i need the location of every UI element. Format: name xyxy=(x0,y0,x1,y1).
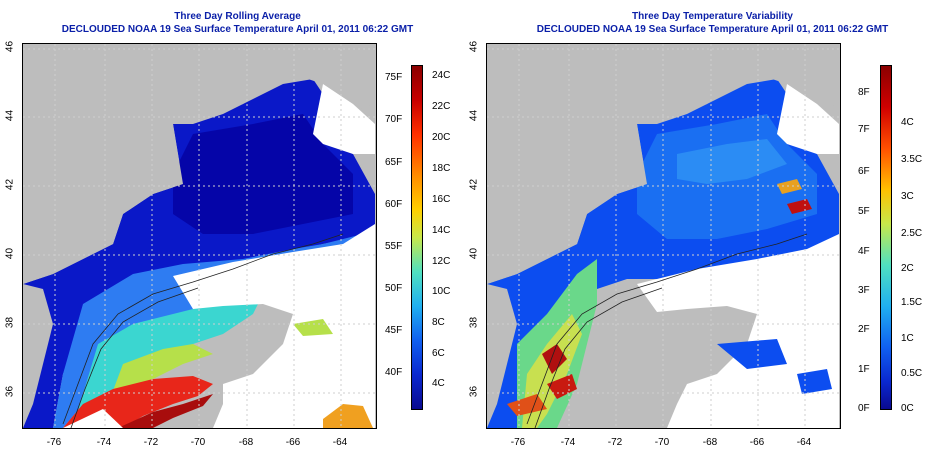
y-tick: 40 xyxy=(4,247,16,260)
y-tick: 38 xyxy=(4,316,16,329)
y-tick: 46 xyxy=(468,40,480,53)
x-tick: -70 xyxy=(654,437,670,448)
x-tick: -72 xyxy=(607,437,623,448)
x-tick: -64 xyxy=(796,437,812,448)
left-map-panel: Three Day Rolling Average DECLOUDED NOAA… xyxy=(4,11,451,448)
right-map-panel: Three Day Temperature Variability DECLOU… xyxy=(469,0,950,475)
colorbar-f-label: 65F xyxy=(385,157,403,168)
colorbar-c-label: 4C xyxy=(432,378,445,389)
temperature-colorbar xyxy=(411,65,423,410)
colorbar-f-label: 4F xyxy=(858,246,870,257)
x-tick: -68 xyxy=(238,437,254,448)
x-tick: -66 xyxy=(285,437,301,448)
colorbar-f-label: 3F xyxy=(858,285,870,296)
y-tick: 44 xyxy=(468,109,480,122)
colorbar-c-label: 12C xyxy=(432,256,451,267)
colorbar-f-label: 70F xyxy=(385,114,403,125)
colorbar-f-label: 5F xyxy=(858,206,870,217)
colorbar-f-label: 7F xyxy=(858,124,870,135)
y-tick: 36 xyxy=(4,385,16,398)
y-tick: 40 xyxy=(468,247,480,260)
right-panel-title: Three Day Temperature Variability xyxy=(632,11,793,22)
colorbar-f-label: 2F xyxy=(858,324,870,335)
y-tick: 46 xyxy=(4,40,16,53)
left-panel-title: Three Day Rolling Average xyxy=(174,11,301,22)
y-tick: 36 xyxy=(468,385,480,398)
right-map-area xyxy=(486,43,841,429)
x-tick: -74 xyxy=(96,437,112,448)
y-tick: 42 xyxy=(468,178,480,191)
colorbar-c-label: 24C xyxy=(432,70,451,81)
left-panel-subtitle: DECLOUDED NOAA 19 Sea Surface Temperatur… xyxy=(61,24,414,35)
colorbar-f-label: 55F xyxy=(385,241,403,252)
left-map-area xyxy=(22,43,377,429)
colorbar-f-label: 0F xyxy=(858,403,870,414)
colorbar-c-label: 22C xyxy=(432,101,451,112)
x-tick: -76 xyxy=(510,437,526,448)
colorbar-c-label: 6C xyxy=(432,348,445,359)
colorbar-c-label: 2C xyxy=(901,263,914,274)
y-tick: 42 xyxy=(4,178,16,191)
variability-map-graphic xyxy=(487,44,840,428)
x-tick: -76 xyxy=(46,437,62,448)
variability-colorbar xyxy=(880,65,892,410)
x-tick: -72 xyxy=(143,437,159,448)
colorbar-c-label: 3.5C xyxy=(901,154,923,165)
colorbar-c-label: 1C xyxy=(901,333,914,344)
x-tick: -70 xyxy=(190,437,206,448)
colorbar-c-label: 8C xyxy=(432,317,445,328)
colorbar-c-label: 14C xyxy=(432,225,451,236)
y-tick: 44 xyxy=(4,109,16,122)
colorbar-f-label: 45F xyxy=(385,325,403,336)
colorbar-c-label: 18C xyxy=(432,163,451,174)
colorbar-c-label: 0C xyxy=(901,403,914,414)
colorbar-f-label: 6F xyxy=(858,166,870,177)
colorbar-c-label: 2.5C xyxy=(901,228,923,239)
colorbar-c-label: 10C xyxy=(432,286,451,297)
colorbar-c-label: 0.5C xyxy=(901,368,923,379)
colorbar-c-label: 4C xyxy=(901,117,914,128)
colorbar-f-label: 1F xyxy=(858,364,870,375)
y-tick: 38 xyxy=(468,316,480,329)
colorbar-f-label: 8F xyxy=(858,87,870,98)
sst-map-graphic xyxy=(23,44,376,428)
x-tick: -68 xyxy=(702,437,718,448)
colorbar-c-label: 16C xyxy=(432,194,451,205)
x-tick: -74 xyxy=(560,437,576,448)
colorbar-f-label: 50F xyxy=(385,283,403,294)
x-tick: -64 xyxy=(332,437,348,448)
colorbar-c-label: 20C xyxy=(432,132,451,143)
x-tick: -66 xyxy=(749,437,765,448)
right-panel-subtitle: DECLOUDED NOAA 19 Sea Surface Temperatur… xyxy=(536,24,889,35)
colorbar-f-label: 60F xyxy=(385,199,403,210)
colorbar-f-label: 40F xyxy=(385,367,403,378)
colorbar-c-label: 3C xyxy=(901,191,914,202)
colorbar-c-label: 1.5C xyxy=(901,297,923,308)
colorbar-f-label: 75F xyxy=(385,72,403,83)
